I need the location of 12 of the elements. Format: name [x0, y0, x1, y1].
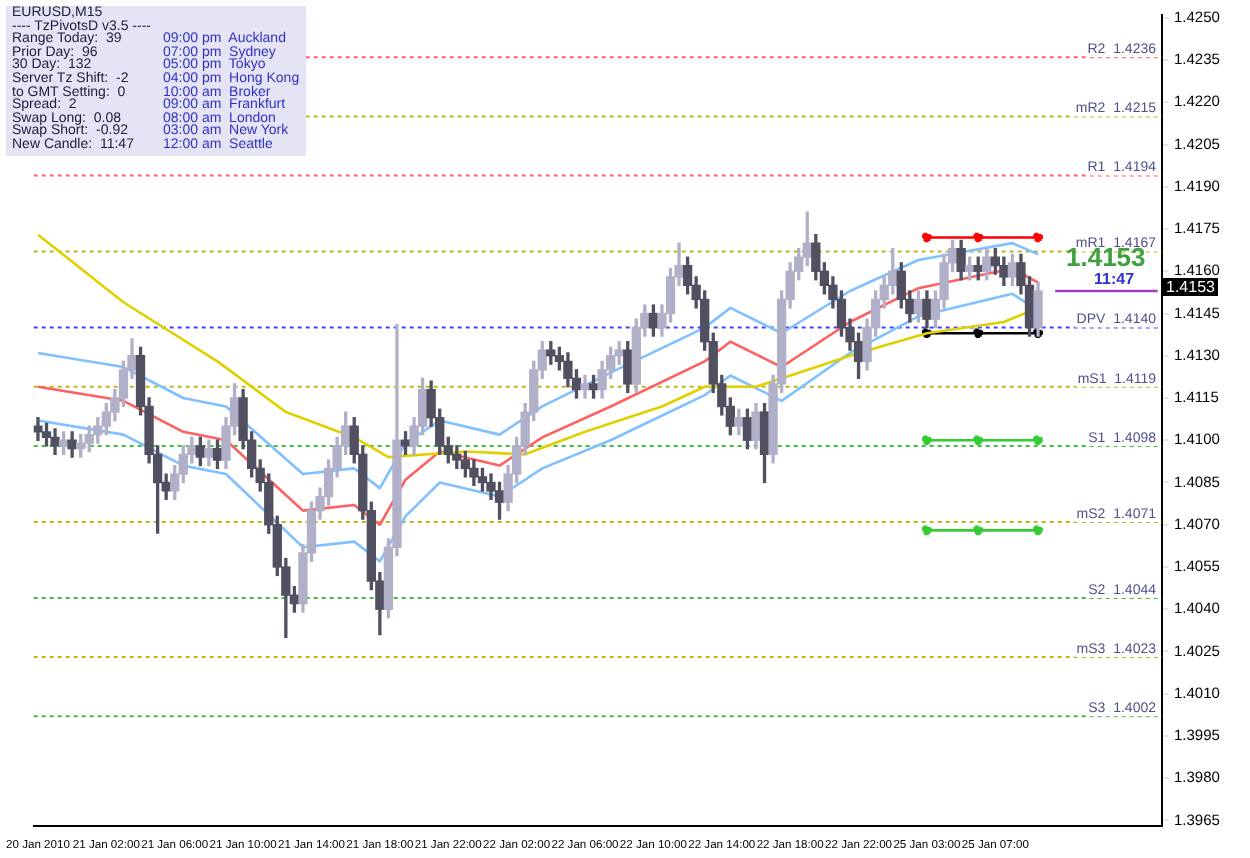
point — [973, 525, 984, 536]
text: 1.4153 — [1162, 278, 1219, 296]
point — [922, 232, 932, 243]
point — [973, 328, 984, 339]
annotation: 11:47 — [1094, 270, 1135, 288]
point — [1033, 525, 1043, 536]
point — [973, 232, 984, 243]
point — [973, 435, 984, 446]
point — [922, 525, 932, 536]
point — [922, 435, 932, 446]
point — [1033, 435, 1043, 446]
point — [1033, 232, 1043, 243]
